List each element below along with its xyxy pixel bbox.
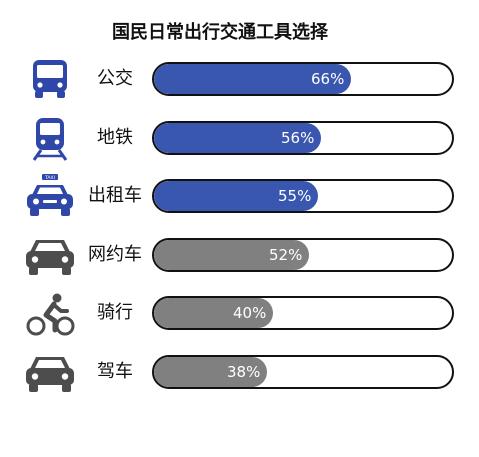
bar-track: 52% (152, 237, 454, 272)
category-label: 驾车 (97, 360, 133, 382)
category-label: 公交 (97, 68, 133, 89)
bar-row: 公交 66% (0, 56, 479, 102)
value-label: 56% (281, 128, 315, 147)
subway-train-icon (24, 115, 76, 161)
bar-track: 55% (152, 179, 454, 213)
bar (154, 356, 267, 387)
svg-text:TAXI: TAXI (44, 175, 55, 181)
bar-row: TAXI 出租车 55% (0, 173, 479, 219)
bar (154, 64, 351, 94)
category-label: 出租车 (88, 185, 142, 206)
value-label: 52% (269, 245, 303, 264)
bar (154, 181, 318, 211)
bar-track: 40% (152, 296, 454, 330)
chart-title: 国民日常出行交通工具选择 (112, 22, 328, 43)
bar (154, 122, 321, 153)
value-label: 55% (278, 187, 312, 205)
value-label: 66% (311, 70, 345, 88)
bar-track: 56% (152, 120, 454, 155)
taxi-icon: TAXI (24, 173, 76, 219)
car-icon (24, 349, 76, 395)
category-label: 网约车 (88, 243, 142, 265)
value-label: 38% (227, 362, 261, 381)
car-icon (24, 232, 76, 278)
bar-row: 地铁 56% (0, 115, 479, 161)
cyclist-icon (24, 290, 76, 336)
bar (154, 298, 273, 328)
bar-row: 骑行 40% (0, 290, 479, 336)
bar (154, 239, 309, 270)
category-label: 地铁 (97, 126, 133, 148)
bar-track: 66% (152, 62, 454, 96)
bus-icon (24, 56, 76, 102)
bar-row: 网约车 52% (0, 232, 479, 278)
bar-row: 驾车 38% (0, 349, 479, 395)
category-label: 骑行 (97, 302, 133, 323)
bar-track: 38% (152, 354, 454, 389)
value-label: 40% (233, 304, 267, 322)
